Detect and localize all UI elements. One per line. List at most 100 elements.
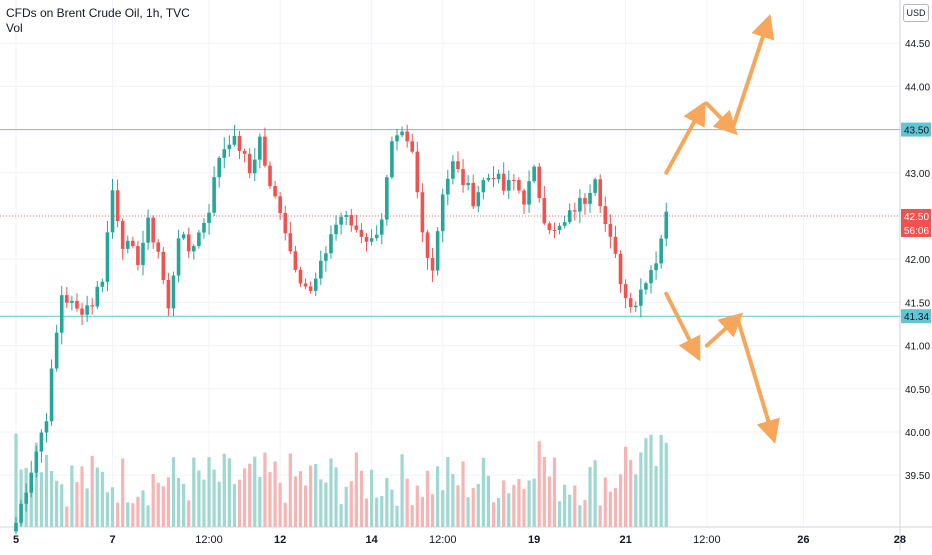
candle-body — [252, 159, 257, 174]
candle-body — [171, 275, 176, 309]
x-tick-label: 19 — [528, 534, 540, 546]
volume-bar — [603, 477, 607, 527]
candle-body — [628, 298, 633, 308]
volume-bar — [166, 477, 170, 527]
candle-body — [339, 216, 343, 225]
candle-body — [649, 270, 653, 284]
y-tick-label: 44.50 — [905, 39, 930, 50]
candle-body — [567, 210, 572, 223]
candle-body — [451, 161, 455, 179]
volume-bar — [85, 488, 89, 527]
chart-title: CFDs on Brent Crude Oil, 1h, TVC — [6, 6, 190, 20]
candle-body — [120, 221, 125, 249]
candle-body — [313, 278, 318, 291]
price-label: 56:06 — [904, 226, 929, 237]
candle-body — [34, 451, 39, 473]
price-label: 43.50 — [904, 126, 929, 137]
candle-body — [197, 232, 201, 247]
candle-body — [522, 190, 526, 205]
candle-body — [506, 179, 511, 191]
candle-body — [176, 238, 181, 276]
volume-bar — [644, 438, 648, 527]
volume-bar — [263, 452, 267, 527]
volume-bar — [405, 478, 409, 527]
candle-body — [29, 472, 34, 493]
volume-bar — [573, 485, 577, 527]
y-tick-label: 42.00 — [905, 255, 930, 266]
volume-bar — [70, 465, 74, 527]
candle-body — [608, 224, 613, 237]
volume-bar — [441, 490, 445, 527]
candle-body — [364, 236, 369, 242]
candle-body — [385, 177, 389, 220]
y-tick-label: 44.00 — [905, 82, 930, 93]
chart-legend: CFDs on Brent Crude Oil, 1h, TVC Vol — [6, 6, 190, 36]
candle-body — [623, 284, 628, 299]
volume-bar — [613, 488, 618, 527]
x-tick-label: 12 — [274, 534, 286, 546]
candle-body — [166, 279, 171, 309]
candle-body — [583, 197, 587, 204]
volume-bar — [324, 482, 328, 527]
volume-bar — [659, 434, 663, 527]
volume-bar — [608, 491, 612, 527]
volume-bar — [39, 472, 43, 527]
volume-bar — [380, 495, 384, 527]
volume-bar — [436, 466, 440, 527]
candle-body — [476, 192, 481, 207]
volume-bar — [187, 500, 191, 527]
candle-body — [146, 217, 150, 243]
candle-body — [59, 295, 64, 333]
volume-bar — [222, 453, 226, 527]
candle-body — [532, 166, 536, 182]
volume-bar — [176, 477, 181, 527]
volume-bar — [517, 478, 521, 527]
candle-body — [527, 181, 531, 205]
volume-bar — [95, 467, 99, 527]
candle-body — [329, 234, 333, 254]
forecast-arrow — [735, 315, 780, 444]
price-label: 41.34 — [904, 312, 929, 323]
candle-body — [308, 286, 313, 291]
candle-body — [496, 173, 501, 180]
volume-bar — [29, 476, 33, 527]
candle-body — [405, 131, 409, 142]
candle-body — [420, 192, 425, 233]
candle-body — [359, 229, 364, 237]
volume-bar — [303, 485, 308, 527]
candle-body — [664, 211, 669, 239]
candle-body — [644, 283, 648, 290]
candle-body — [415, 151, 420, 193]
volume-bar — [171, 457, 176, 527]
x-tick-label: 21 — [619, 534, 631, 546]
volume-bar — [334, 467, 338, 527]
candle-body — [202, 222, 206, 233]
volume-bar — [451, 474, 455, 527]
candle-body — [75, 300, 79, 309]
candle-body — [344, 215, 348, 217]
y-tick-label: 39.50 — [905, 471, 930, 482]
volume-bar — [121, 458, 125, 527]
candle-body — [288, 233, 293, 252]
volume-bar — [268, 472, 272, 527]
price-label-box — [901, 208, 931, 223]
x-tick-label: 12:00 — [693, 534, 721, 546]
volume-bar — [349, 481, 353, 527]
candle-body — [578, 197, 582, 212]
volume-bar — [100, 471, 104, 527]
candle-body — [598, 179, 602, 207]
currency-button[interactable]: USD — [903, 4, 929, 22]
candle-body — [471, 182, 475, 207]
volume-bar — [542, 456, 546, 527]
candle-body — [207, 212, 211, 223]
volume-bar — [248, 463, 252, 527]
volume-bar — [593, 460, 597, 527]
price-label: 42.50 — [904, 212, 929, 223]
x-tick-label: 28 — [894, 534, 906, 546]
volume-bar — [116, 502, 120, 527]
candle-body — [70, 300, 74, 303]
candle-body — [379, 219, 384, 235]
volume-bar — [547, 476, 551, 527]
